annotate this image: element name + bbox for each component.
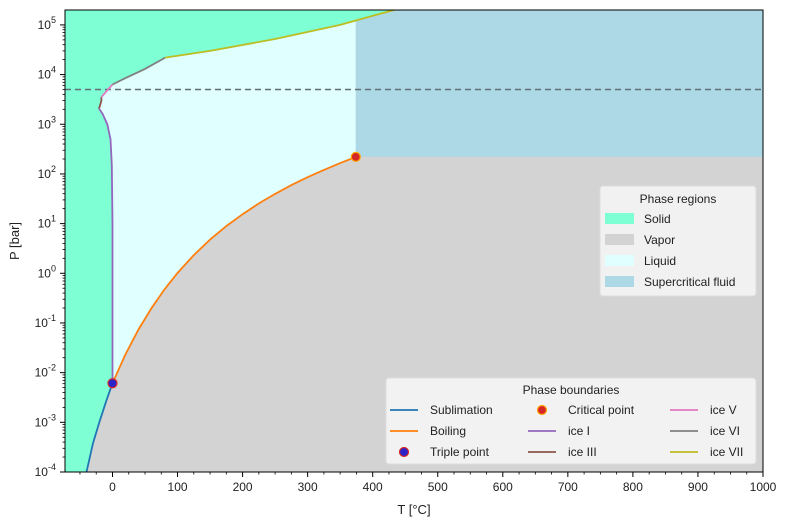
x-axis: 0 100 200 300 400 500 600 700 800 900 1000 (79, 472, 777, 494)
y-tick-label: 104 (38, 65, 56, 82)
legend-region-label: Liquid (644, 254, 676, 268)
y-axis-label: P [bar] (7, 222, 22, 260)
legend-regions-box (599, 185, 757, 297)
series-line-boiling (111, 156, 357, 384)
x-axis-label: T [°C] (397, 502, 430, 517)
x-tick-label: 1000 (750, 480, 777, 494)
y-tick-label: 101 (38, 214, 56, 231)
y-tick-label: 10-3 (35, 412, 56, 429)
x-tick-label: 300 (298, 480, 318, 494)
x-tick-label: 900 (688, 480, 708, 494)
series-line-ice-iii (98, 97, 103, 109)
y-tick-label: 102 (38, 164, 56, 181)
legend-boundary-label: Triple point (430, 445, 490, 459)
legend-boundary-label: ice VII (710, 445, 743, 459)
legend-regions-title: Phase regions (640, 192, 717, 206)
region-solid (65, 10, 406, 472)
region-liquid (98, 10, 394, 384)
legend-boundaries-box (385, 377, 757, 465)
y-tick-label: 100 (38, 263, 56, 280)
series-line-ice-vi (112, 56, 166, 86)
legend-region-label: Vapor (644, 233, 675, 247)
x-tick-label: 500 (428, 480, 448, 494)
critical-point-marker (350, 151, 361, 162)
series-line-ice-vii (165, 10, 398, 59)
special-points (107, 151, 361, 389)
legend-region-label: Supercritical fluid (644, 275, 735, 289)
y-tick-label: 10-1 (35, 313, 56, 330)
legend-swatch (605, 276, 634, 287)
y-axis: 10-4 10-3 10-2 10-1 100 101 102 103 104 105 (35, 15, 65, 479)
legend-boundary-label: ice I (568, 424, 590, 438)
legend-boundary-label: Critical point (568, 403, 635, 417)
legend-boundary-label: ice V (710, 403, 737, 417)
x-tick-label: 600 (493, 480, 513, 494)
legend-swatch (605, 234, 634, 245)
y-tick-label: 105 (38, 15, 56, 32)
legend-marker-swatch (398, 446, 410, 458)
legend-boundary-label: ice VI (710, 424, 740, 438)
triple-point-marker (107, 378, 118, 389)
series-line-sublimation (85, 382, 114, 472)
x-tick-label: 0 (109, 480, 116, 494)
legend-region-label: Solid (644, 212, 671, 226)
phase-boundaries (65, 10, 763, 472)
y-tick-label: 103 (38, 114, 56, 131)
legend-marker-swatch (536, 404, 548, 416)
plot-frame (64, 9, 764, 473)
legend-boundary-label: Sublimation (430, 403, 493, 417)
x-tick-label: 100 (168, 480, 188, 494)
legend-boundaries-title: Phase boundaries (523, 383, 620, 397)
legend-phase-regions: Phase regions Solid Vapor Liquid Supercritic… (599, 185, 757, 297)
legend-boundary-label: ice III (568, 445, 597, 459)
x-tick-label: 200 (233, 480, 253, 494)
region-supercritical (355, 10, 763, 157)
legend-phase-boundaries: Phase boundaries Sublimation Boiling Triple… (385, 377, 757, 465)
legend-boundary-label: Boiling (430, 424, 466, 438)
legend-swatch (605, 255, 634, 266)
legend-swatch (605, 213, 634, 224)
x-tick-label: 400 (363, 480, 383, 494)
x-tick-label: 700 (558, 480, 578, 494)
y-tick-label: 10-2 (35, 363, 56, 380)
series-line-ice-v (100, 83, 114, 98)
series-line-ice-i (98, 107, 114, 384)
x-tick-label: 800 (623, 480, 643, 494)
y-tick-label: 10-4 (35, 462, 56, 479)
